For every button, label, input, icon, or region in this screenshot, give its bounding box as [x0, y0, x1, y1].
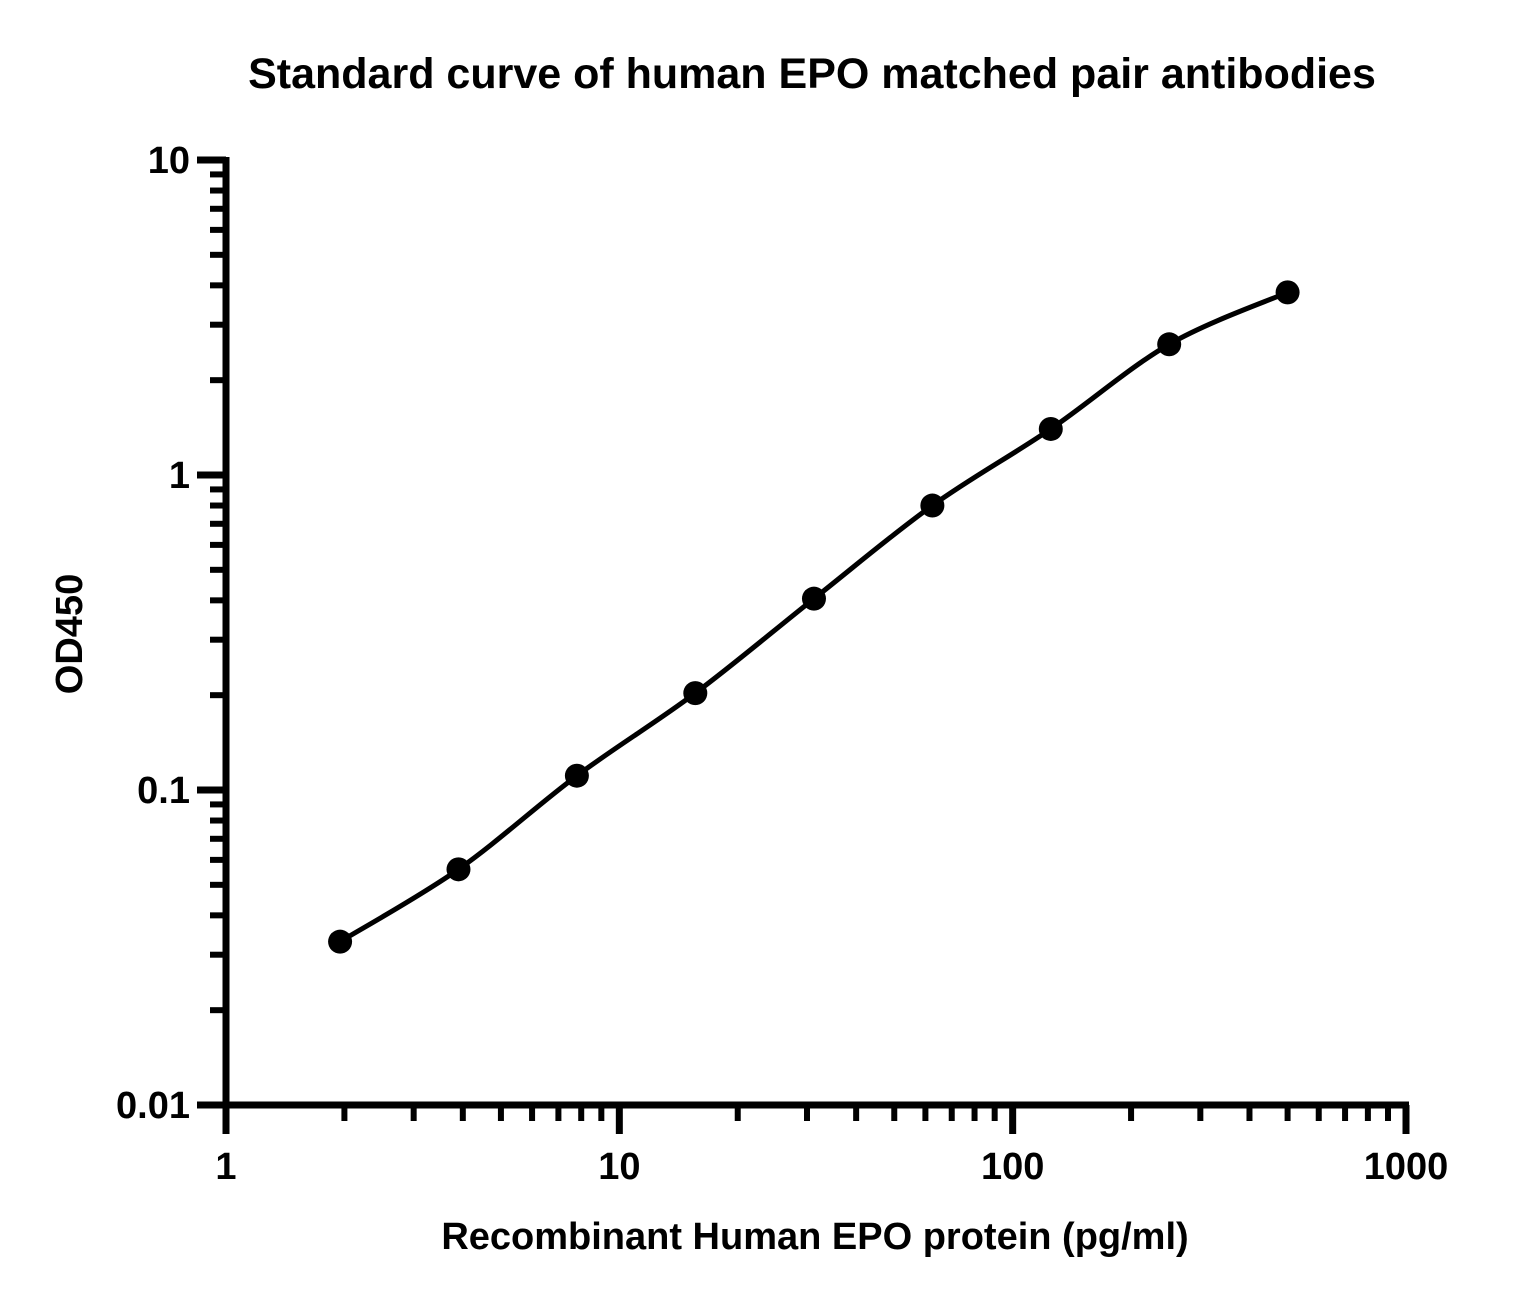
x-tick-label: 1	[215, 1146, 236, 1188]
y-tick-label: 0.01	[116, 1085, 190, 1127]
data-point	[683, 681, 708, 706]
x-tick-label: 10	[598, 1146, 640, 1188]
data-point	[446, 857, 471, 882]
chart-title: Standard curve of human EPO matched pair…	[248, 50, 1376, 98]
x-tick-label: 100	[981, 1146, 1044, 1188]
data-point	[920, 493, 945, 518]
y-axis-label: OD450	[49, 574, 91, 694]
x-tick-label: 1000	[1364, 1146, 1449, 1188]
axes: 1 10 100 1000 0.01 0.1 1 10	[116, 140, 1448, 1188]
y-tick-label: 10	[148, 140, 190, 182]
data-point	[1157, 332, 1182, 357]
data-point	[1038, 416, 1063, 441]
x-axis-label: Recombinant Human EPO protein (pg/ml)	[441, 1216, 1188, 1258]
fit-curve-layer	[337, 289, 1291, 945]
y-tick-label: 0.1	[137, 770, 190, 812]
data-point	[564, 763, 589, 788]
data-point	[801, 586, 826, 611]
data-point	[1275, 280, 1300, 305]
fit-curve	[337, 289, 1291, 945]
data-points	[328, 280, 1300, 954]
y-tick-label: 1	[169, 455, 190, 497]
data-point	[328, 929, 353, 954]
